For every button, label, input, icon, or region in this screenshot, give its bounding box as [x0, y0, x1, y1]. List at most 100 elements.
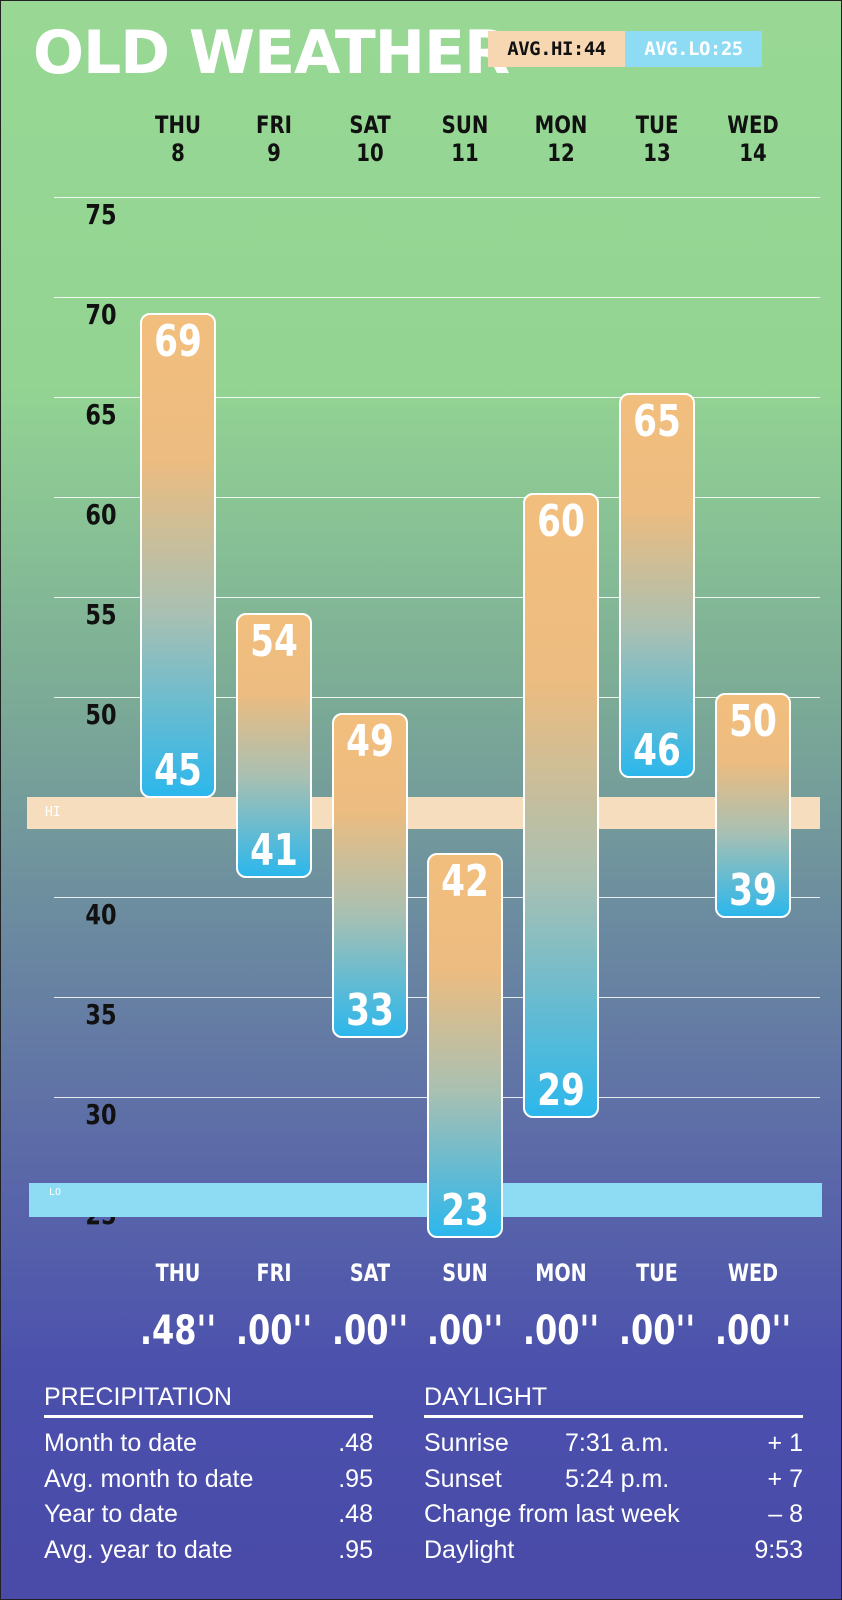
day-of-week: FRI: [255, 111, 292, 139]
day-date: 8: [171, 139, 185, 167]
day-date: 9: [266, 139, 281, 167]
row-value: + 1: [767, 1429, 803, 1457]
daylight-panel: DAYLIGHT Sunrise 7:31 a.m. + 1 Sunset 5:…: [424, 1381, 803, 1568]
precip-value: .00'': [235, 1308, 312, 1354]
precip-row-avg-month: Avg. month to date .95: [44, 1462, 373, 1498]
y-tick-label: 50: [85, 698, 117, 731]
row-value: .48: [338, 1429, 373, 1457]
grid-line: [54, 597, 820, 598]
day-of-week: THU: [155, 111, 201, 139]
high-temp-label: 69: [154, 316, 202, 367]
low-temp-label: 23: [441, 1185, 490, 1236]
day-header: MON 12: [528, 111, 594, 167]
avg-hi-band-label: HI: [45, 805, 61, 820]
avg-hi-badge: AVG.HI:44: [488, 31, 625, 67]
y-tick-label: 70: [85, 298, 117, 331]
day-header: TUE 13: [624, 111, 690, 167]
row-value: 9:53: [754, 1535, 803, 1564]
row-time: 5:24 p.m.: [565, 1464, 670, 1493]
grid-line: [54, 397, 820, 398]
low-temp-label: 39: [728, 865, 777, 916]
high-temp-label: 42: [441, 856, 490, 907]
precip-value: .48'': [139, 1308, 217, 1354]
avg-lo-band: [29, 1183, 822, 1217]
y-tick-label: 65: [85, 398, 117, 431]
precip-value: .00'': [618, 1308, 696, 1354]
precip-day-label: WED: [727, 1259, 778, 1287]
low-temp-label: 29: [537, 1065, 586, 1116]
row-value: .48: [338, 1500, 373, 1528]
y-tick-label: 35: [85, 998, 117, 1031]
grid-line: [54, 497, 820, 498]
grid-line: [54, 697, 820, 698]
day-of-week: TUE: [635, 111, 679, 139]
day-header: THU 8: [145, 111, 211, 167]
precip-day-label: THU: [155, 1259, 201, 1287]
low-temp-label: 46: [633, 725, 681, 776]
day-date: 11: [451, 139, 480, 167]
day-header: WED 14: [720, 111, 786, 167]
high-temp-label: 50: [728, 696, 777, 747]
temp-range-bar: 49 33: [331, 713, 408, 1038]
precip-row-year: Year to date .48: [44, 1497, 373, 1533]
day-header: SAT 10: [337, 111, 403, 167]
low-temp-label: 41: [249, 825, 298, 876]
precip-day-label: SUN: [442, 1259, 489, 1287]
y-tick-label: 30: [85, 1098, 117, 1131]
row-value: .95: [338, 1464, 373, 1493]
row-label: Avg. month to date: [44, 1464, 254, 1493]
precip-value: .00'': [714, 1308, 791, 1354]
temp-range-bar: 50 39: [714, 693, 791, 918]
y-tick-label: 75: [85, 198, 117, 231]
row-label: Change from last week: [424, 1500, 680, 1528]
daylight-row-sunrise: Sunrise 7:31 a.m. + 1: [424, 1426, 803, 1462]
day-date: 12: [547, 139, 575, 167]
row-label: Sunset: [424, 1464, 502, 1493]
day-of-week: MON: [534, 111, 588, 139]
row-value: .95: [338, 1535, 373, 1564]
daylight-heading: DAYLIGHT: [424, 1381, 803, 1418]
day-of-week: WED: [727, 111, 779, 139]
temp-range-bar: 54 41: [235, 613, 312, 878]
day-header: FRI 9: [241, 111, 307, 167]
row-value: + 7: [767, 1464, 803, 1493]
precip-value: .00'': [523, 1308, 600, 1354]
grid-line: [54, 297, 820, 298]
daylight-row-sunset: Sunset 5:24 p.m. + 7: [424, 1462, 803, 1498]
high-temp-label: 65: [633, 396, 681, 447]
avg-lo-badge: AVG.LO:25: [625, 31, 762, 67]
daylight-row-total: Daylight 9:53: [424, 1533, 803, 1569]
precip-day-label: SAT: [349, 1259, 390, 1287]
precip-value: .00'': [427, 1308, 504, 1354]
row-label: Month to date: [44, 1429, 197, 1457]
day-date: 10: [355, 139, 384, 167]
avg-lo-band-label: LO: [49, 1187, 62, 1198]
precip-row-month: Month to date .48: [44, 1426, 373, 1462]
page-title: OLD WEATHER: [33, 18, 510, 88]
row-label: Sunrise: [424, 1429, 509, 1457]
temp-range-bar: 42 23: [427, 853, 504, 1238]
y-tick-label: 55: [85, 598, 117, 631]
day-of-week: SAT: [348, 111, 391, 139]
low-temp-label: 45: [154, 745, 202, 796]
avg-hi-band: [27, 797, 820, 829]
day-date: 14: [739, 139, 767, 167]
precipitation-heading: PRECIPITATION: [44, 1381, 373, 1418]
y-tick-label: 40: [85, 898, 117, 931]
precip-value: .00'': [331, 1308, 408, 1354]
low-temp-label: 33: [345, 985, 394, 1036]
precip-day-label: MON: [535, 1259, 587, 1287]
high-temp-label: 54: [249, 616, 298, 667]
row-label: Daylight: [424, 1535, 515, 1564]
precipitation-panel: PRECIPITATION Month to date .48 Avg. mon…: [44, 1381, 373, 1568]
temp-range-bar: 69 45: [140, 313, 216, 798]
day-date: 13: [643, 139, 671, 167]
row-label: Year to date: [44, 1500, 178, 1528]
day-of-week: SUN: [442, 111, 489, 139]
high-temp-label: 49: [345, 716, 394, 767]
row-label: Avg. year to date: [44, 1535, 233, 1564]
y-tick-label: 60: [85, 498, 117, 531]
high-temp-label: 60: [537, 496, 586, 547]
precip-row-avg-year: Avg. year to date .95: [44, 1533, 373, 1569]
